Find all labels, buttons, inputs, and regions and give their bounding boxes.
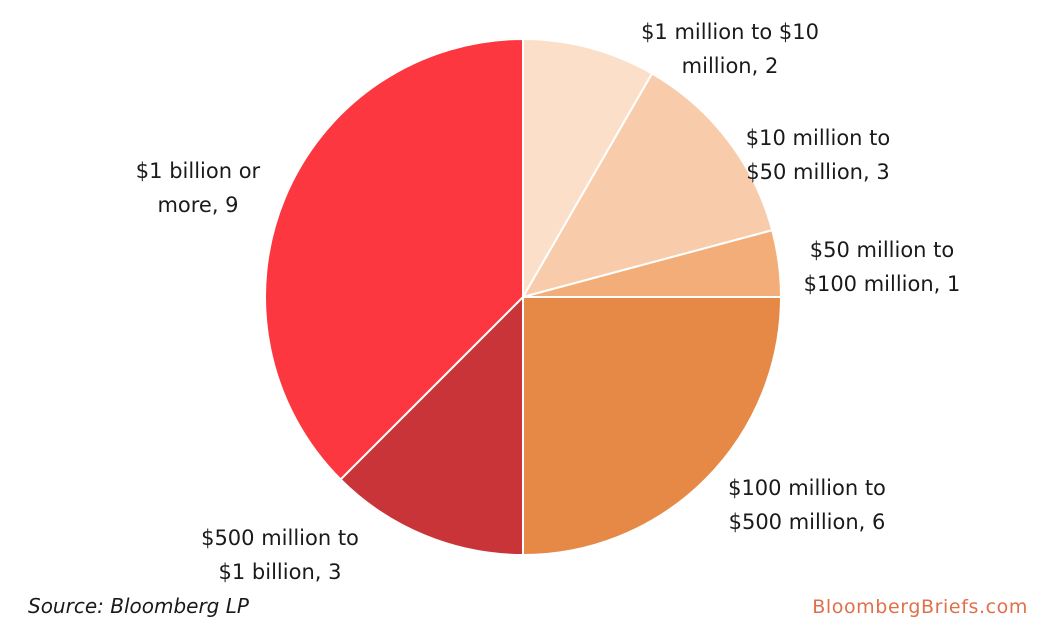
slice-label-line: more, 9 (157, 193, 238, 217)
brand-logo: BloombergBriefs.com (812, 596, 1028, 618)
slice-label-line: $100 million, 1 (804, 272, 961, 296)
slice-label-line: $1 billion or (136, 159, 261, 183)
slice-label-line: $500 million, 6 (729, 510, 886, 534)
pie-slices (264, 37, 783, 557)
slice-label-line: $500 million to (201, 526, 359, 550)
slice-label-line: $100 million to (728, 476, 886, 500)
pie-slice (520, 72, 774, 299)
pie-slice (264, 37, 524, 481)
slice-label-line: $50 million to (810, 238, 954, 262)
slice-label: $1 billion or more, 9 (136, 159, 261, 217)
slice-label: $500 million to $1 billion, 3 (201, 526, 359, 584)
slice-label-line: million, 2 (682, 54, 779, 78)
slice-label: $10 million to $50 million, 3 (746, 126, 890, 184)
slice-label: $50 million to $100 million, 1 (804, 238, 961, 296)
slice-label: $1 million to $10 million, 2 (641, 20, 819, 78)
pie-slice (522, 37, 654, 301)
slice-label-line: $1 billion, 3 (219, 560, 342, 584)
pie-slice (522, 296, 783, 557)
slice-label-line: $50 million, 3 (746, 160, 889, 184)
slice-label-line: $1 million to $10 (641, 20, 819, 44)
pie-labels: $1 million to $10 million, 2 $10 million t… (136, 20, 961, 584)
pie-slice (339, 294, 524, 557)
slice-label-line: $10 million to (746, 126, 890, 150)
slice-label: $100 million to $500 million, 6 (728, 476, 886, 534)
source-note: Source: Bloomberg LP (28, 594, 249, 618)
